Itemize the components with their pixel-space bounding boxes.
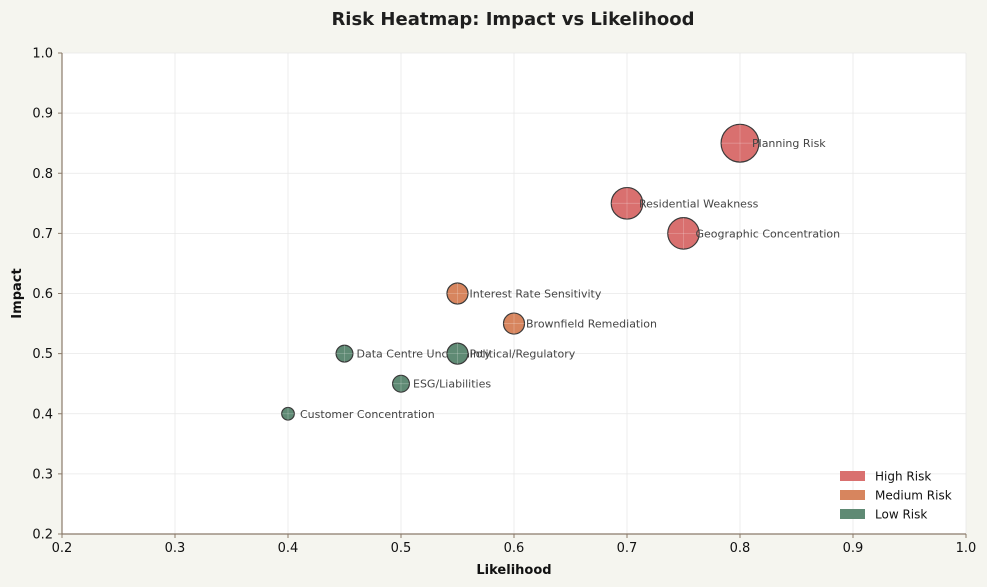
legend-swatch [840,509,865,519]
y-tick-label: 0.2 [32,528,53,543]
x-tick-label: 0.8 [730,541,751,556]
y-tick-label: 0.7 [32,227,53,242]
x-tick-label: 0.4 [278,541,299,556]
x-tick-label: 0.9 [843,541,864,556]
data-point [281,406,295,421]
data-point-label: Customer Concentration [300,408,435,421]
data-point-label: ESG/Liabilities [413,378,491,391]
data-point [446,282,469,305]
data-point [392,374,411,393]
x-tick-label: 0.7 [617,541,638,556]
data-point [610,186,644,220]
axes [58,52,967,538]
data-points: Planning Risk Residential Weakness Geograp… [281,123,841,421]
tick-labels: 0.2 0.3 0.4 0.5 0.6 0.7 0.8 0.9 1.0 0.2 0.3 0.4 0.5 0… [32,47,976,557]
x-tick-label: 0.5 [391,541,412,556]
data-point-label: Interest Rate Sensitivity [470,288,602,301]
y-tick-label: 0.8 [32,167,53,182]
legend-swatch [840,471,865,481]
data-point-label: Planning Risk [752,137,826,150]
data-point-label: Political/Regulatory [470,348,576,361]
x-tick-label: 0.2 [52,541,73,556]
y-tick-label: 1.0 [32,47,53,62]
legend: High Risk Medium Risk Low Risk [840,470,952,522]
y-axis-label: Impact [10,268,25,318]
data-point [720,123,760,163]
chart-title: Risk Heatmap: Impact vs Likelihood [331,9,694,30]
y-tick-label: 0.3 [32,467,53,482]
data-point-label: Geographic Concentration [696,227,841,240]
data-point-label: Residential Weakness [639,197,759,210]
y-tick-label: 0.4 [32,407,53,422]
data-point-label: Brownfield Remediation [526,318,657,331]
data-point [667,217,700,250]
y-tick-label: 0.5 [32,347,53,362]
legend-label: Low Risk [875,508,927,522]
legend-label: High Risk [875,470,931,484]
x-tick-label: 0.6 [504,541,525,556]
x-tick-label: 0.3 [165,541,186,556]
data-point [335,344,354,363]
legend-swatch [840,490,865,500]
data-point [446,342,469,365]
data-point [502,312,526,335]
legend-label: Medium Risk [875,489,952,503]
y-tick-label: 0.9 [32,107,53,122]
x-tick-label: 1.0 [956,541,977,556]
y-tick-label: 0.6 [32,287,53,302]
x-axis-label: Likelihood [476,563,551,578]
